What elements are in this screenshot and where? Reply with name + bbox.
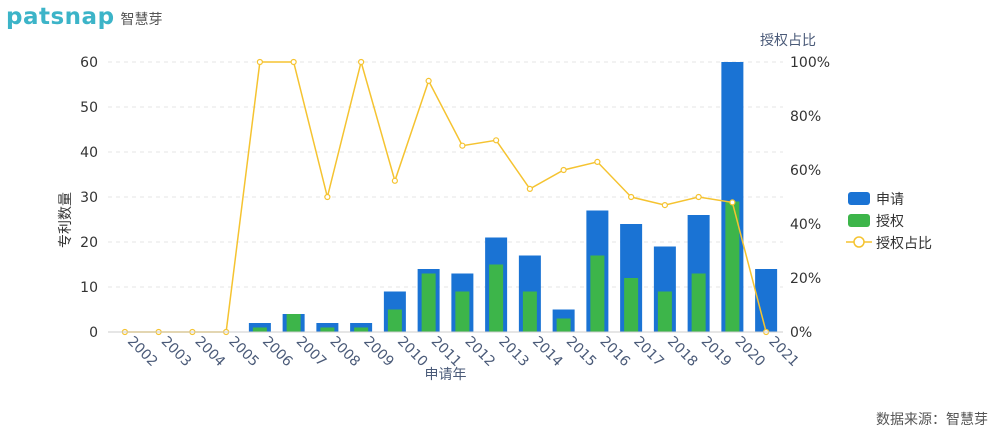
x-tick-label: 2018 [664,334,701,371]
x-tick-label: 2007 [293,334,330,371]
x-tick-label: 2010 [394,334,431,371]
x-tick-label: 2009 [360,334,397,371]
y2-tick-label: 20% [790,271,821,287]
legend-label-applications: 申请 [876,192,904,208]
ratio-point-2010 [391,177,398,184]
y-tick-label: 20 [80,235,98,251]
legend-label-ratio: 授权占比 [876,236,932,252]
ratio-point-2012 [459,142,466,149]
x-tick-label: 2003 [158,334,195,371]
y2-tick-label: 40% [790,217,821,233]
x-tick-label: 2013 [495,334,532,371]
y-tick-label: 10 [80,280,98,296]
bar-grants-2014 [522,291,537,332]
ratio-point-2009 [358,58,365,66]
y-axis-title: 专利数量 [58,192,74,248]
ratio-point-2017 [628,193,635,201]
data-source-note: 数据来源：智慧芽 [876,412,988,428]
ratio-point-2007 [290,58,297,66]
x-tick-label: 2012 [462,334,499,371]
bar-grants-2012 [455,291,470,332]
bar-grants-2011 [421,273,436,332]
ratio-point-2019 [695,193,702,201]
bar-grants-2006 [252,327,267,332]
x-tick-label: 2019 [698,334,735,371]
bar-grants-2020 [725,201,740,332]
bar-applications-2021 [755,269,778,332]
bar-grants-2013 [489,264,504,332]
x-tick-label: 2020 [732,334,769,371]
y-tick-label: 40 [80,145,98,161]
ratio-point-2018 [661,202,668,209]
legend-label-grants: 授权 [876,214,904,230]
x-tick-label: 2002 [124,334,161,371]
patsnap-logo-cn: 智慧芽 [120,12,163,28]
x-tick-label: 2017 [630,334,667,371]
ratio-point-2014 [526,185,533,192]
x-tick-label: 2014 [529,334,566,371]
bar-grants-2019 [691,273,706,332]
y-tick-label: 30 [80,190,98,206]
x-tick-label: 2015 [563,334,600,371]
bar-grants-2015 [556,318,571,332]
ratio-point-2013 [493,137,500,144]
ratio-point-2011 [425,77,432,85]
ratio-point-2008 [324,193,331,201]
x-tick-label: 2016 [597,334,634,371]
bar-grants-2007 [286,314,301,332]
bar-grants-2016 [590,255,605,332]
legend-swatch-ratio-marker [853,236,865,248]
bar-grants-2009 [354,327,369,332]
y-tick-label: 0 [89,325,98,341]
legend-swatch-grants [848,214,870,227]
ratio-point-2016 [594,158,601,165]
brand-logo: patsnap 智慧芽 [6,4,163,30]
y2-axis-title: 授权占比 [760,33,816,49]
bar-grants-2010 [387,309,402,332]
legend-swatch-applications [848,192,870,205]
x-tick-label: 2006 [259,334,296,371]
y2-tick-label: 0% [790,325,812,341]
bar-grants-2018 [657,291,672,332]
y2-tick-label: 100% [790,55,830,71]
ratio-line [124,59,767,333]
ratio-point-2015 [560,166,567,174]
x-tick-label: 2004 [192,334,229,371]
x-tick-label: 2011 [428,334,465,371]
y-tick-label: 50 [80,100,98,116]
bar-grants-2008 [320,327,335,332]
x-tick-label: 2005 [225,334,262,371]
y2-tick-label: 60% [790,163,821,179]
ratio-point-2020 [729,199,736,206]
y2-tick-label: 80% [790,109,821,125]
x-tick-label: 2008 [327,334,364,371]
y-tick-label: 60 [80,55,98,71]
ratio-point-2006 [256,58,263,66]
x-axis-title: 申请年 [425,367,467,383]
bar-grants-2017 [624,278,639,332]
patsnap-logo-text: patsnap [6,4,115,30]
